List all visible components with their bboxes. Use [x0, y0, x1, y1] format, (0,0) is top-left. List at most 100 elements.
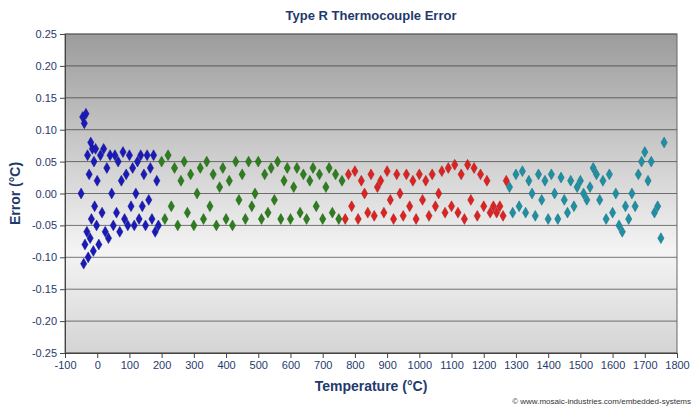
- x-axis: -100010020030040050060070080090010001100…: [54, 353, 689, 371]
- point: [245, 156, 251, 167]
- point: [384, 166, 390, 177]
- tick-mark: [548, 353, 549, 358]
- point: [99, 207, 105, 218]
- tick: 0.20: [36, 60, 65, 72]
- point: [131, 220, 137, 231]
- tick-label: 100: [121, 359, 139, 371]
- point: [529, 188, 535, 199]
- point: [94, 175, 100, 186]
- point: [126, 150, 132, 161]
- tick-label: 0: [95, 359, 101, 371]
- point: [368, 169, 374, 180]
- y-axis-title: Error (°C): [7, 162, 23, 225]
- point: [139, 201, 145, 212]
- tick: 700: [314, 353, 332, 371]
- tick: 1300: [504, 353, 528, 371]
- tick-mark: [60, 194, 65, 195]
- point: [458, 169, 464, 180]
- tick-label: -0.10: [32, 251, 57, 263]
- point: [548, 169, 554, 180]
- tick-label: 1300: [504, 359, 528, 371]
- point: [204, 156, 210, 167]
- point: [568, 175, 574, 186]
- point: [113, 207, 119, 218]
- point: [464, 159, 470, 170]
- tick-label: 1400: [536, 359, 560, 371]
- point: [142, 220, 148, 231]
- tick-mark: [129, 353, 130, 358]
- point: [571, 201, 577, 212]
- tick: 900: [378, 353, 396, 371]
- point: [236, 194, 242, 205]
- point: [342, 214, 348, 225]
- point: [522, 207, 528, 218]
- tick-mark: [323, 353, 324, 358]
- point: [419, 194, 425, 205]
- point: [429, 169, 435, 180]
- point: [284, 163, 290, 174]
- point: [138, 150, 144, 161]
- grid: [65, 34, 677, 353]
- tick-mark: [290, 353, 291, 358]
- tick: -0.05: [32, 219, 65, 231]
- point: [242, 214, 248, 225]
- point: [378, 175, 384, 186]
- point: [150, 150, 156, 161]
- point: [609, 207, 615, 218]
- tick-label: 400: [217, 359, 235, 371]
- point: [390, 214, 396, 225]
- point: [423, 175, 429, 186]
- point: [439, 166, 445, 177]
- point: [265, 207, 271, 218]
- point: [278, 214, 284, 225]
- point: [355, 214, 361, 225]
- point: [316, 169, 322, 180]
- point: [555, 214, 561, 225]
- point: [593, 169, 599, 180]
- tick-label: 0.00: [36, 188, 57, 200]
- chart: -0.25-0.20-0.15-0.10-0.050.000.050.100.1…: [0, 0, 697, 408]
- plot: -0.25-0.20-0.15-0.10-0.050.000.050.100.1…: [32, 28, 690, 371]
- point: [187, 169, 193, 180]
- point: [551, 188, 557, 199]
- tick: 100: [121, 353, 139, 371]
- point: [178, 175, 184, 186]
- point: [310, 163, 316, 174]
- point: [281, 175, 287, 186]
- point: [144, 150, 150, 161]
- tick: 0.05: [36, 156, 65, 168]
- axis-line: [66, 354, 678, 359]
- tick: 1500: [569, 353, 593, 371]
- point: [85, 252, 91, 263]
- tick-mark: [258, 353, 259, 358]
- point: [484, 175, 490, 186]
- point: [181, 156, 187, 167]
- point: [130, 163, 136, 174]
- point: [294, 163, 300, 174]
- point: [81, 258, 87, 269]
- grid-line: [65, 289, 677, 290]
- tick-mark: [162, 353, 163, 358]
- point: [128, 201, 134, 212]
- point: [101, 143, 107, 154]
- tick: 1200: [472, 353, 496, 371]
- point: [619, 226, 625, 237]
- point: [442, 207, 448, 218]
- point: [255, 156, 261, 167]
- point: [146, 194, 152, 205]
- point: [584, 194, 590, 205]
- point: [545, 214, 551, 225]
- grid-line: [65, 97, 677, 98]
- point: [271, 194, 277, 205]
- annotation: © www.mosaic-industries.com/embedded-sys…: [512, 397, 691, 406]
- point: [416, 169, 422, 180]
- y-axis: -0.25-0.20-0.15-0.10-0.050.000.050.100.1…: [32, 28, 66, 359]
- tick-label: -0.15: [32, 283, 57, 295]
- tick-label: 1600: [601, 359, 625, 371]
- point: [400, 210, 406, 221]
- point: [452, 159, 458, 170]
- point: [110, 220, 116, 231]
- point: [410, 175, 416, 186]
- tick-label: -0.25: [32, 347, 57, 359]
- point: [500, 210, 506, 221]
